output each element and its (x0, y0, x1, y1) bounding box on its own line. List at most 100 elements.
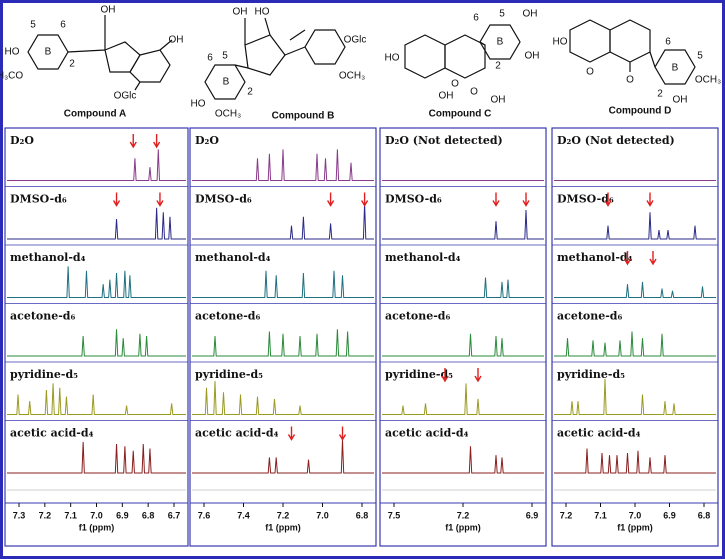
arrow (474, 368, 482, 383)
spectrum (554, 212, 716, 240)
structures (27, 15, 696, 100)
tick-label: 7.2 (39, 510, 52, 520)
solvent-label: acetone-d₆ (195, 310, 260, 323)
axis-label: f1 (ppm) (79, 522, 115, 532)
atom-label: HO (191, 99, 206, 110)
tick-label: 6.9 (116, 510, 129, 520)
ring (27, 34, 69, 70)
tick-label: 7.2 (560, 510, 573, 520)
atom-label: HO (385, 53, 400, 64)
tick-label: 6.8 (142, 510, 155, 520)
atom-label: OCH₃ (215, 109, 241, 120)
spectrum (192, 270, 374, 298)
solvent-label: D₂O (195, 134, 219, 147)
atom-label: 5 (697, 51, 703, 62)
atom-label: OH (673, 95, 688, 106)
compound-name: Compound C (429, 109, 492, 120)
atom-label: OH (233, 7, 248, 18)
atom-label: O (586, 67, 594, 78)
arrow (649, 251, 657, 266)
solvent-label: methanol-d₄ (385, 251, 461, 264)
ring (104, 41, 141, 73)
tick-label: 7.2 (457, 510, 470, 520)
tick-label: 7.5 (388, 510, 401, 520)
solvent-label: DMSO-d₆ (385, 193, 442, 206)
panel-box (4, 127, 189, 547)
ring (404, 34, 446, 79)
panel-box (551, 127, 719, 547)
solvent-label: DMSO-d₆ (10, 193, 67, 206)
solvent-label: D₂O (10, 134, 34, 147)
solvent-label: DMSO-d₆ (557, 193, 614, 206)
atom-label: 6 (207, 53, 213, 64)
atom-label: B (497, 37, 504, 48)
spectrum (382, 277, 544, 298)
spectrum (7, 329, 186, 357)
atom-label: O (626, 75, 634, 86)
atom-label: OH (525, 51, 540, 62)
spectrum (382, 333, 544, 357)
atom-label: 2 (657, 89, 663, 100)
tick-label: 6.9 (663, 510, 676, 520)
solvent-label: acetone-d₆ (385, 310, 450, 323)
spectrum (192, 203, 374, 240)
arrow (360, 192, 369, 207)
tick-label: 7.4 (237, 510, 250, 520)
solvent-label: D₂O (Not detected) (385, 134, 503, 147)
atom-label: OCH₃ (695, 75, 721, 86)
axis-label: f1 (ppm) (617, 522, 653, 532)
spectrum (554, 331, 716, 357)
solvent-label: acetone-d₆ (10, 310, 75, 323)
solvent-label: acetic acid-d₄ (195, 427, 279, 440)
arrow (338, 426, 347, 441)
atom-label: B (45, 47, 52, 58)
atom-label: OH (523, 9, 538, 20)
ring (444, 34, 486, 79)
solvent-label: acetone-d₆ (557, 310, 622, 323)
arrow (156, 192, 164, 207)
atom-label: 2 (69, 59, 75, 70)
arrow (441, 368, 449, 383)
spectrum (7, 266, 186, 298)
spectrum (382, 210, 544, 240)
spectrum (192, 439, 374, 474)
atom-label: H₃CO (0, 71, 23, 82)
solvent-label: pyridine-d₅ (195, 368, 263, 381)
solvent-label: methanol-d₄ (10, 251, 86, 264)
tick-label: 7.1 (594, 510, 607, 520)
atom-label: B (672, 63, 679, 74)
arrow (492, 192, 500, 207)
tick-label: 6.9 (526, 510, 539, 520)
atom-label: 5 (30, 20, 36, 31)
tick-label: 7.6 (198, 510, 211, 520)
bond (234, 17, 306, 69)
atom-label: 5 (222, 51, 228, 62)
atom-label: OH (491, 95, 506, 106)
solvent-label: methanol-d₄ (557, 251, 633, 264)
solvent-label: DMSO-d₆ (195, 193, 252, 206)
bond (67, 15, 173, 91)
atom-label: 2 (495, 61, 501, 72)
spectrum (192, 381, 374, 415)
tick-label: 7.3 (13, 510, 26, 520)
solvent-label: D₂O (Not detected) (557, 134, 675, 147)
tick-label: 7.1 (64, 510, 77, 520)
panel-box (189, 127, 377, 547)
compound-name: Compound A (64, 109, 126, 120)
arrow (129, 134, 137, 149)
spectrum (554, 378, 716, 415)
tick-label: 6.7 (168, 510, 181, 520)
tick-label: 7.0 (629, 510, 642, 520)
spectrum (192, 149, 374, 181)
spectrum (192, 329, 374, 357)
tick-label: 7.2 (277, 510, 290, 520)
ring (609, 19, 651, 63)
atom-label: 6 (60, 20, 66, 31)
spectrum (554, 448, 716, 474)
atom-label: OGlc (114, 91, 137, 102)
solvent-label: pyridine-d₅ (385, 368, 453, 381)
atom-label: O (470, 87, 478, 98)
atom-label: OH (439, 91, 454, 102)
tick-label: 6.8 (356, 510, 369, 520)
